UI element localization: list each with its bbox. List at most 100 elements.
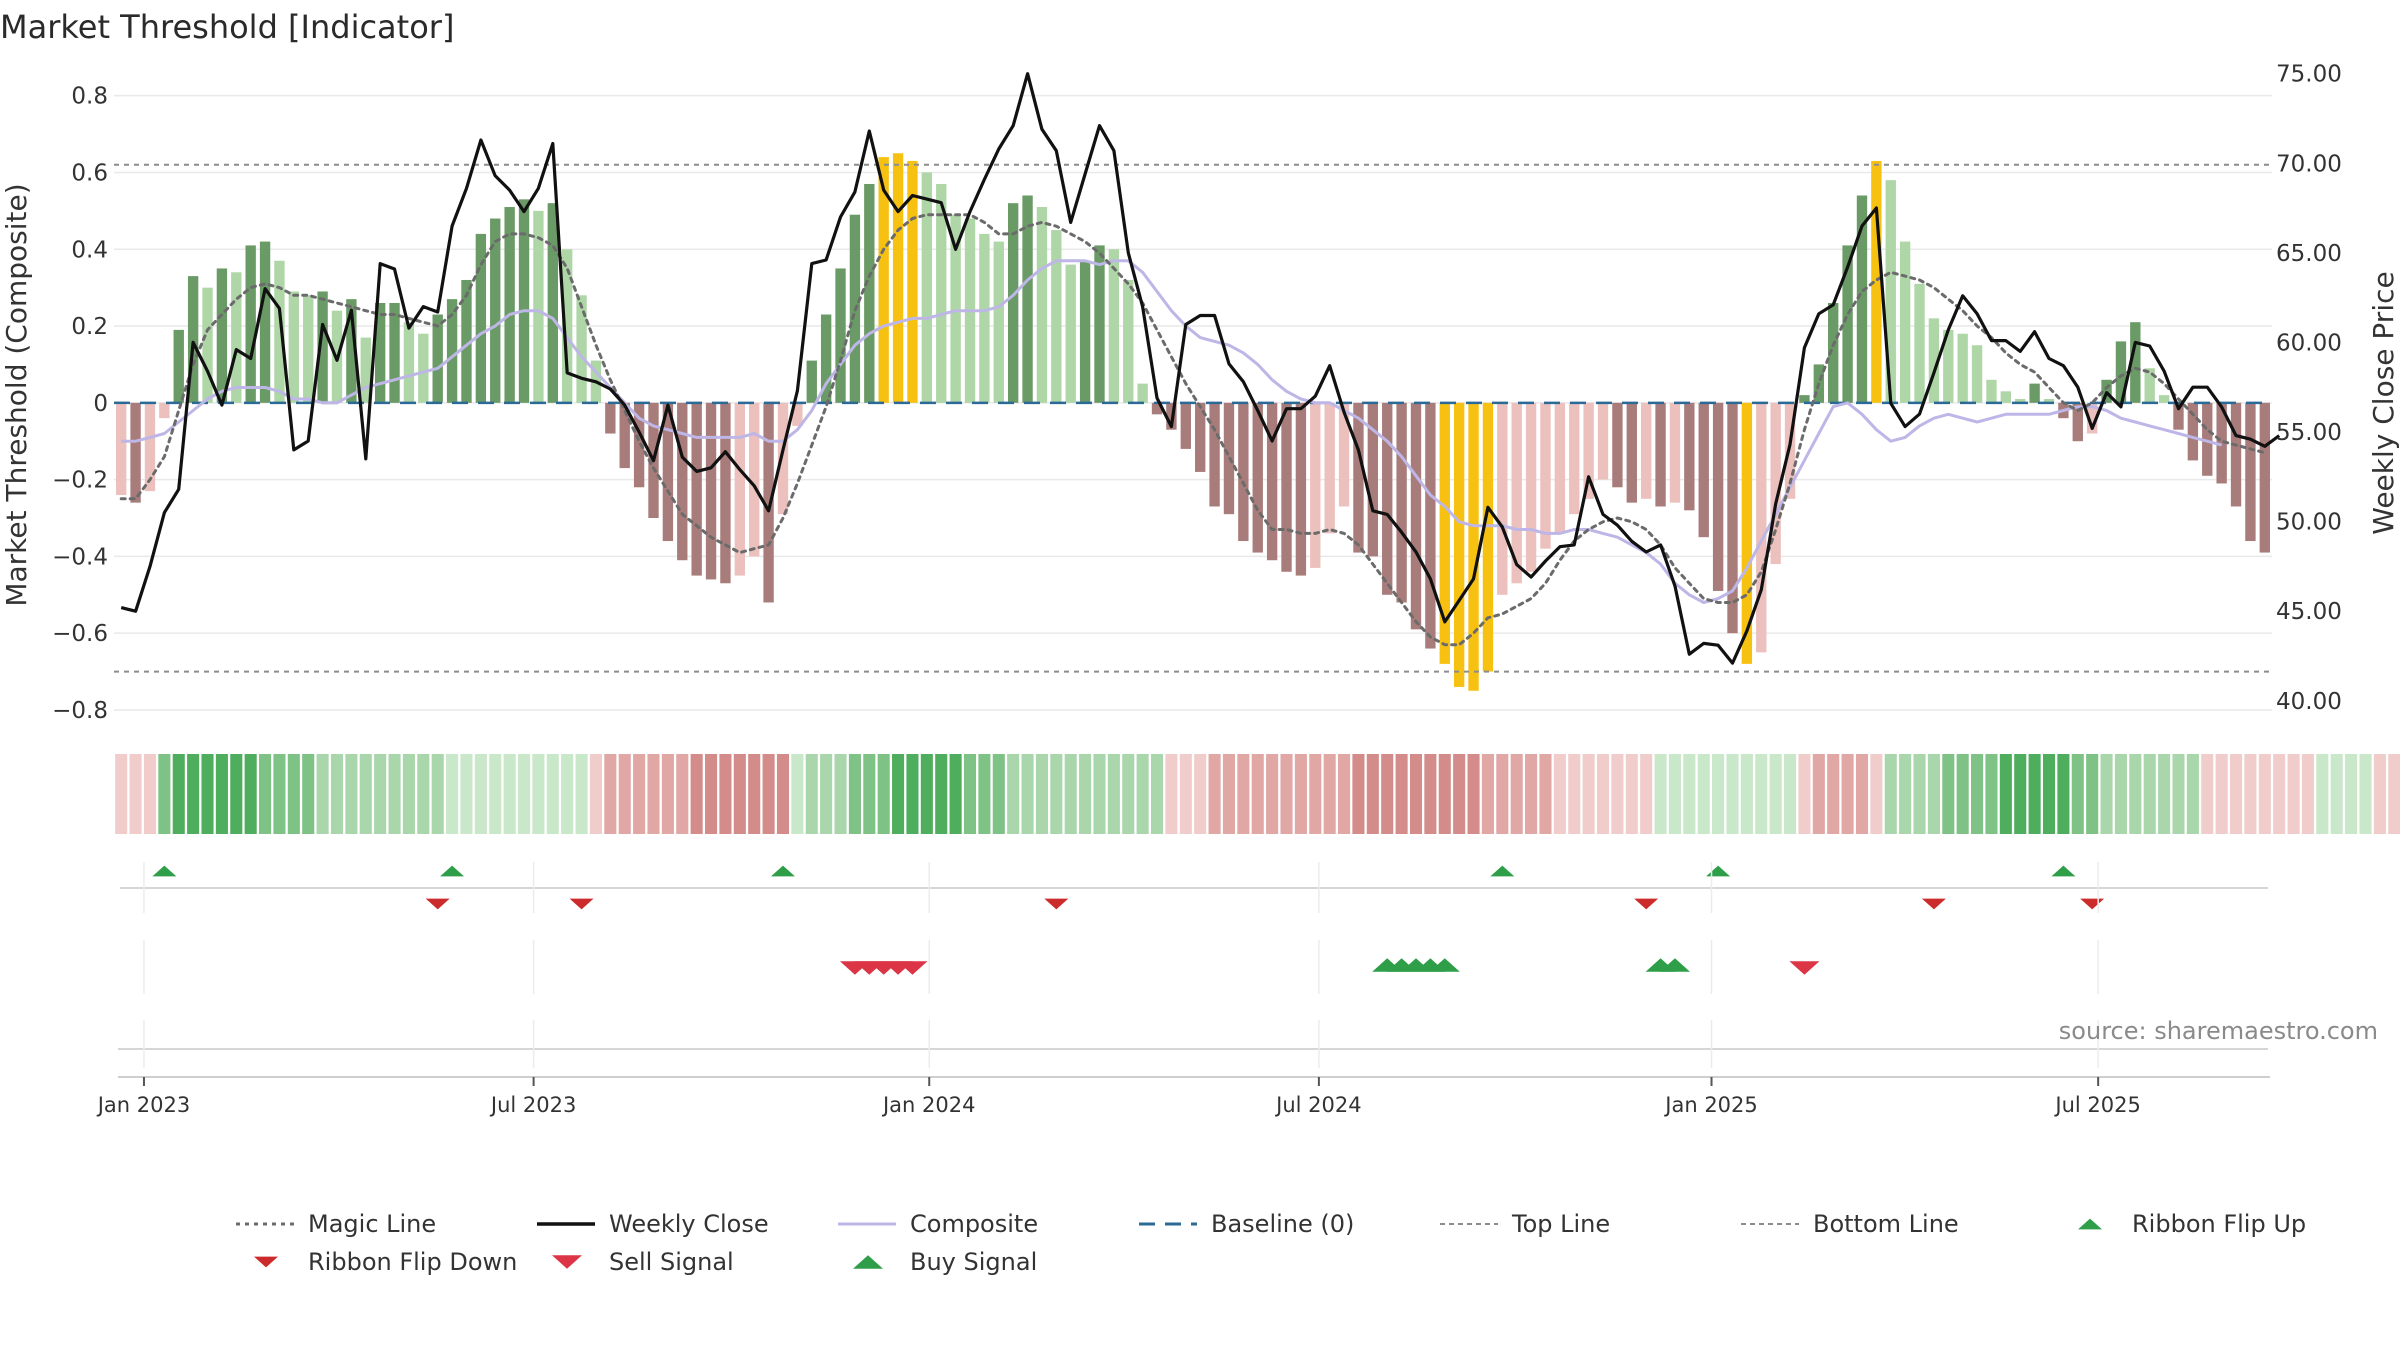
- legend-marker: [853, 1255, 883, 1269]
- composite-bar: [1698, 402, 1709, 538]
- ribbon-cell: [1582, 754, 1595, 834]
- ribbon-cell: [1841, 754, 1854, 834]
- ribbon-cell: [978, 754, 991, 834]
- ribbon-cell: [2215, 754, 2228, 834]
- ribbon-cell: [963, 754, 977, 834]
- ribbon-cell: [2071, 754, 2084, 834]
- ribbon-cell: [1438, 754, 1451, 834]
- y2-tick-label: 50.00: [2276, 510, 2342, 536]
- composite-bar: [1914, 283, 1925, 403]
- legend-label: Ribbon Flip Up: [2132, 1210, 2306, 1238]
- composite-bar: [1266, 402, 1278, 561]
- legend-entry: Ribbon Flip Up: [2078, 1210, 2306, 1238]
- ribbon-cell: [992, 754, 1005, 834]
- composite-bar: [2130, 322, 2141, 403]
- x-tick-label: Jul 2023: [489, 1093, 576, 1117]
- ribbon-cell: [143, 754, 157, 834]
- composite-bar: [2043, 398, 2055, 403]
- ribbon-cell: [1150, 754, 1164, 834]
- ribbon-cell: [1064, 754, 1077, 834]
- ribbon-cell: [762, 754, 775, 834]
- composite-bar: [1094, 245, 1105, 403]
- composite-bar: [1871, 160, 1882, 403]
- ribbon-cell: [1453, 754, 1466, 834]
- ribbon-cell: [690, 754, 703, 834]
- ribbon-cell: [1712, 754, 1725, 834]
- ribbon-cell: [1381, 754, 1394, 834]
- ribbon-cell: [1999, 754, 2012, 834]
- ribbon-cell: [1755, 754, 1768, 834]
- ribbon-cell: [705, 754, 718, 834]
- y-tick-label: −0.8: [52, 698, 108, 724]
- ribbon-cell: [115, 754, 128, 834]
- composite-bar: [1195, 402, 1206, 472]
- composite-bar: [792, 402, 803, 426]
- composite-bar: [1525, 402, 1537, 572]
- legend-marker: [552, 1255, 582, 1269]
- composite-bar: [1899, 241, 1911, 403]
- legend-label: Weekly Close: [609, 1210, 769, 1238]
- composite-bar: [374, 303, 386, 403]
- ribbon-cell: [1596, 754, 1610, 834]
- composite-bar: [1022, 195, 1033, 403]
- y2-tick-label: 60.00: [2276, 330, 2342, 356]
- composite-bar: [1252, 402, 1263, 553]
- composite-bar: [576, 295, 587, 403]
- composite-bar: [259, 241, 271, 403]
- ribbon-cell: [201, 754, 214, 834]
- x-tick-label: Jan 2025: [1663, 1093, 1758, 1117]
- composite-bar: [288, 291, 300, 403]
- composite-bar: [1238, 402, 1249, 542]
- ribbon-cell: [1266, 754, 1279, 834]
- right-axis-ticks: 75.00 70.00 65.00 60.00 55.00 50.00 45.00 40.00: [2276, 62, 2342, 715]
- ribbon-flip-down-marker: [569, 898, 594, 910]
- y2-tick-label: 70.00: [2276, 151, 2342, 177]
- magic-line: [119, 213, 2267, 647]
- composite-bars: [116, 153, 2270, 691]
- composite-bar: [1540, 402, 1551, 549]
- ribbon-cell: [474, 754, 487, 834]
- ribbon-cell: [820, 754, 833, 834]
- ribbon-cell: [1280, 754, 1293, 834]
- ribbon-cell: [834, 754, 847, 834]
- composite-bar: [1065, 264, 1076, 403]
- composite-bar: [749, 402, 760, 557]
- legend-entry: Baseline (0): [1139, 1210, 1354, 1238]
- ribbon-cell: [1179, 754, 1192, 834]
- composite-bar: [864, 183, 875, 403]
- left-axis-label: Market Threshold (Composite): [0, 183, 33, 606]
- composite-bar: [806, 360, 817, 403]
- composite-bar: [418, 333, 429, 403]
- composite-bar: [605, 402, 616, 434]
- ribbon-cell: [1539, 754, 1552, 834]
- ribbon-cell: [302, 754, 315, 834]
- ribbon-cell: [1467, 754, 1480, 834]
- x-tick-label: Jan 2023: [96, 1093, 191, 1117]
- reference-lines: [114, 163, 2272, 673]
- ribbon-cell: [1927, 754, 1940, 834]
- composite-bar: [1453, 402, 1465, 687]
- composite-bar: [1367, 402, 1379, 557]
- ribbon-cell: [546, 754, 559, 834]
- composite-bar: [504, 207, 515, 403]
- ribbon-cell: [359, 754, 372, 834]
- ribbon-cell: [1395, 754, 1408, 834]
- ribbon-cell: [172, 754, 185, 834]
- sell-signal-marker: [897, 961, 928, 975]
- ribbon-cell: [287, 754, 300, 834]
- y-tick-label: 0.2: [71, 314, 108, 340]
- ribbon-cell: [446, 754, 459, 834]
- chart-title: Market Threshold [Indicator]: [0, 8, 454, 46]
- composite-bar: [1684, 402, 1695, 511]
- ribbon-cell: [215, 754, 228, 834]
- ribbon-cell: [2086, 754, 2099, 834]
- ribbon-flip-down-marker: [2080, 898, 2105, 910]
- ribbon-cell: [920, 754, 933, 834]
- y-tick-label: −0.6: [52, 621, 108, 647]
- composite-bar: [878, 157, 889, 403]
- composite-bar: [1151, 402, 1163, 415]
- composite-bar: [1583, 402, 1594, 499]
- ribbon-cell: [2014, 754, 2027, 834]
- composite-bar: [691, 402, 702, 576]
